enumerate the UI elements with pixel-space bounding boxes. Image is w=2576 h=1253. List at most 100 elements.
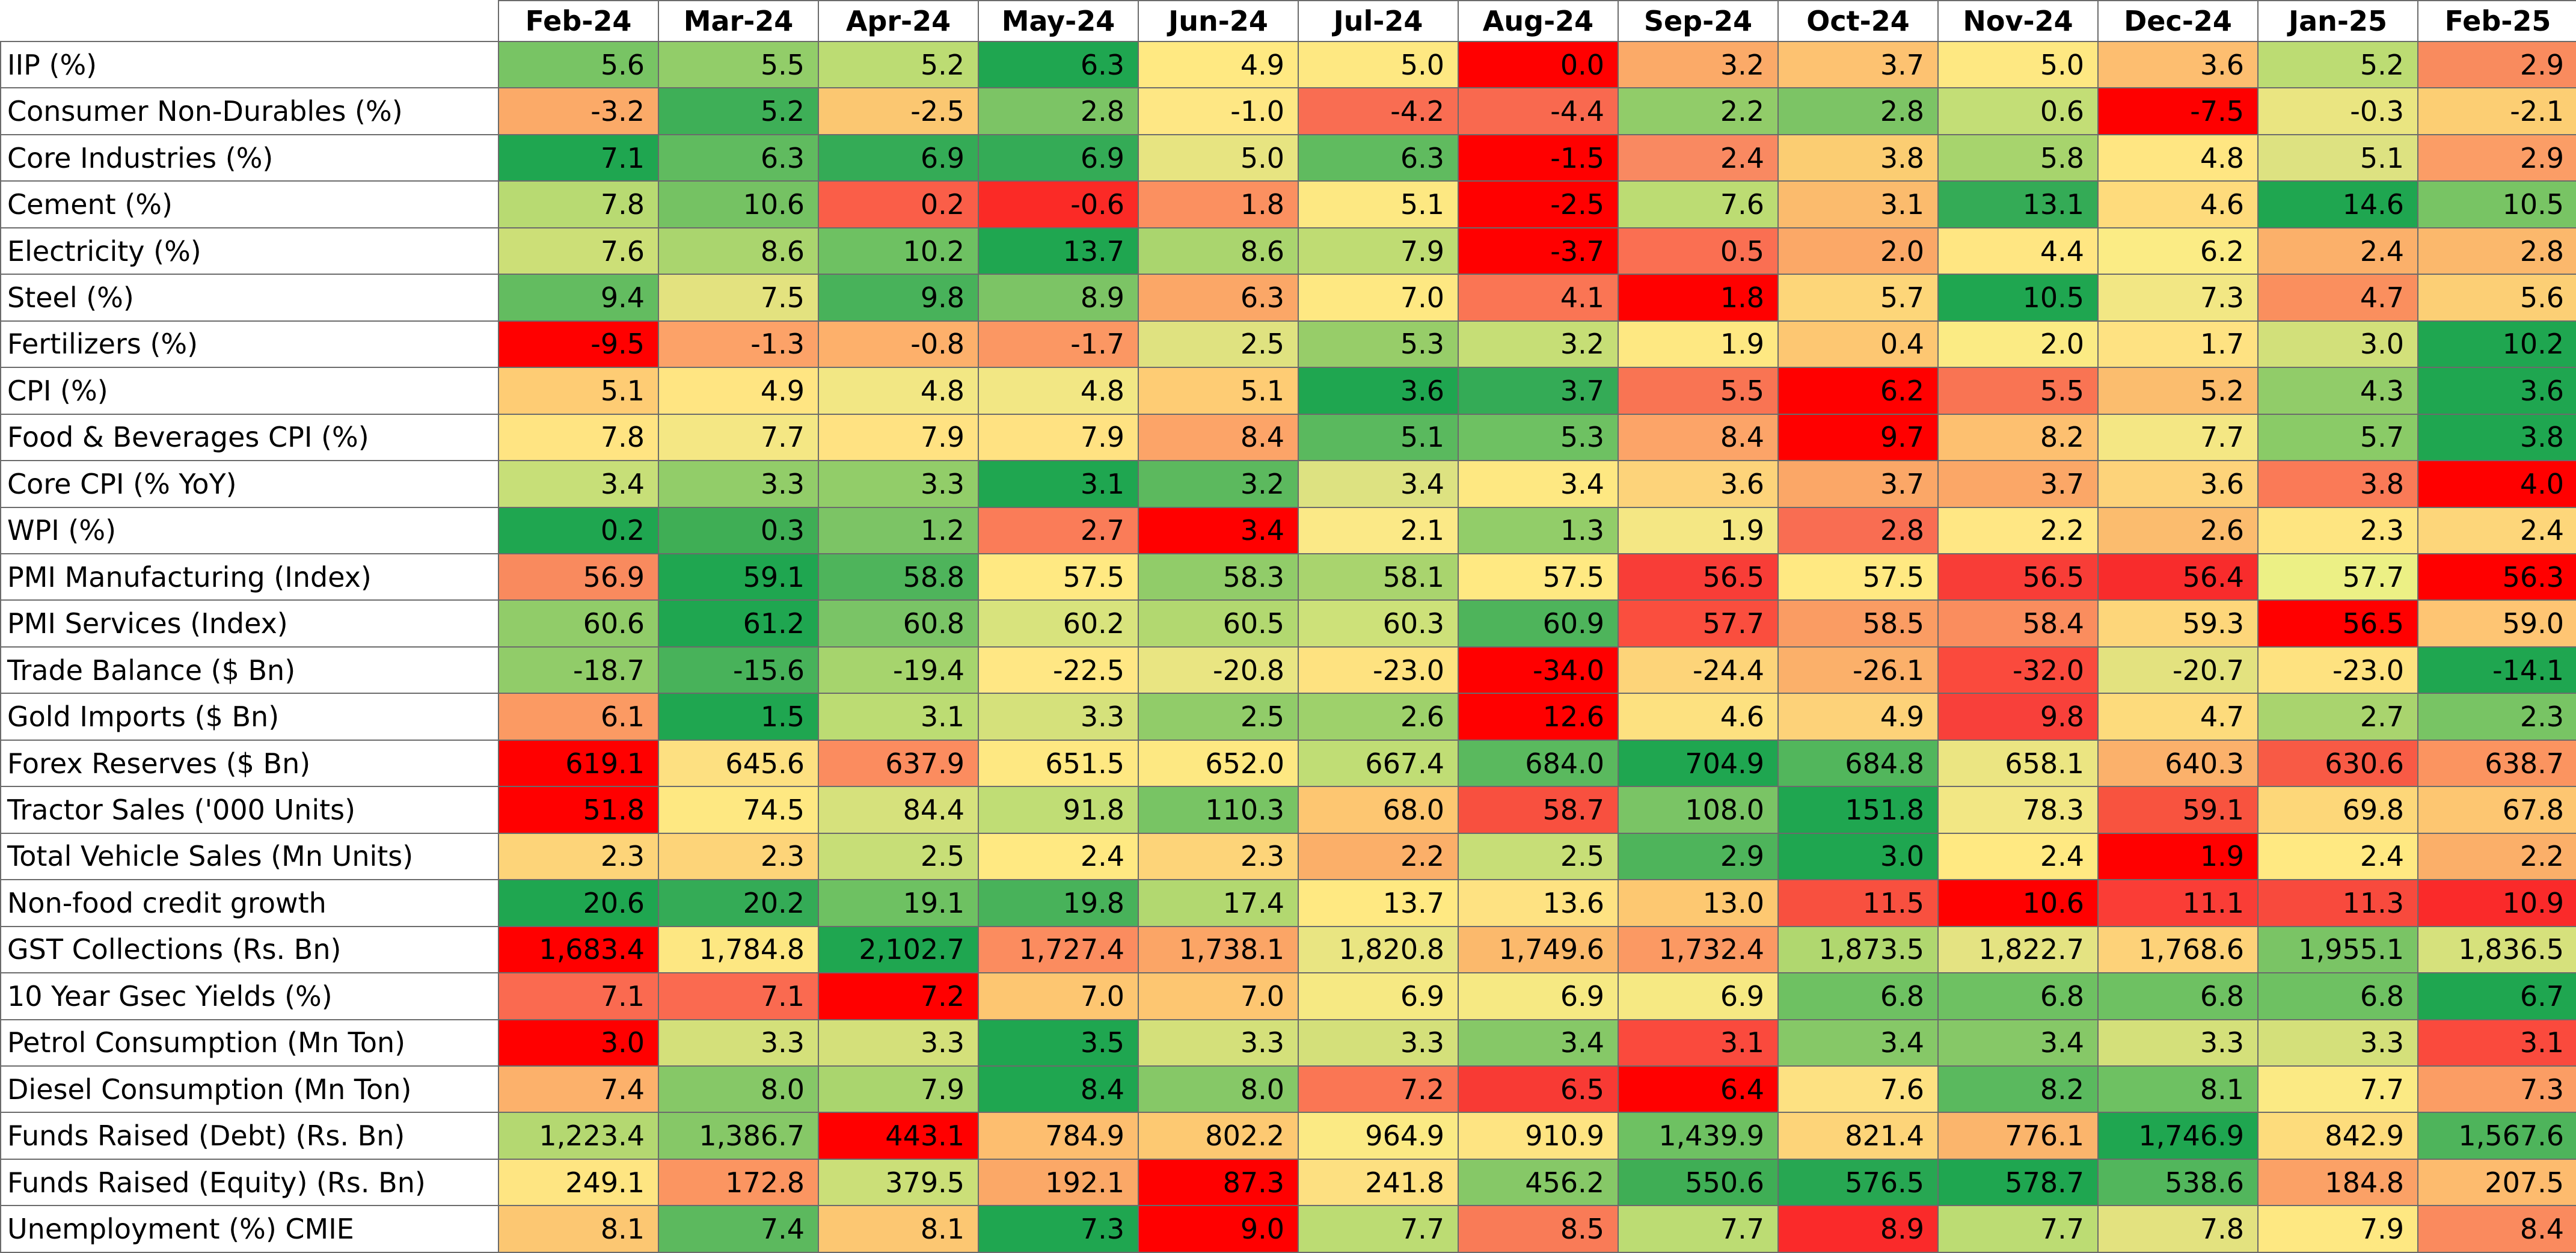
value-cell: 74.5	[658, 786, 819, 834]
value-cell: 6.5	[1458, 1065, 1619, 1114]
value-cell: -1.0	[1138, 87, 1299, 135]
value-cell: 10.5	[1937, 274, 2099, 322]
value-cell: 4.9	[658, 367, 819, 415]
value-cell: 2.4	[978, 832, 1139, 881]
value-cell: 8.2	[1937, 1065, 2099, 1114]
value-cell: 3.8	[2417, 413, 2576, 462]
value-cell: 538.6	[2097, 1158, 2259, 1207]
value-cell: 2.4	[2257, 227, 2418, 275]
indicator-label: PMI Manufacturing (Index)	[0, 553, 499, 601]
value-cell: 0.2	[498, 506, 659, 554]
value-cell: 17.4	[1138, 879, 1299, 927]
value-cell: 61.2	[658, 599, 819, 648]
value-cell: 7.9	[818, 413, 979, 462]
value-cell: 7.9	[818, 1065, 979, 1114]
value-cell: 5.1	[2257, 133, 2418, 182]
value-cell: 7.5	[658, 274, 819, 322]
value-cell: -3.2	[498, 87, 659, 135]
value-cell: 4.9	[1777, 693, 1939, 741]
value-cell: 3.8	[2257, 460, 2418, 508]
value-cell: 2.9	[2417, 40, 2576, 89]
value-cell: 3.1	[1777, 180, 1939, 228]
value-cell: 6.3	[1298, 133, 1459, 182]
value-cell: 241.8	[1298, 1158, 1459, 1207]
value-cell: 5.2	[818, 40, 979, 89]
value-cell: 5.2	[2097, 367, 2259, 415]
value-cell: -32.0	[1937, 646, 2099, 694]
value-cell: 7.1	[658, 972, 819, 1020]
value-cell: 5.6	[2417, 274, 2576, 322]
value-cell: 60.9	[1458, 599, 1619, 648]
value-cell: 3.6	[1298, 367, 1459, 415]
value-cell: 5.6	[498, 40, 659, 89]
value-cell: 60.2	[978, 599, 1139, 648]
value-cell: 0.6	[1937, 87, 2099, 135]
value-cell: -0.3	[2257, 87, 2418, 135]
value-cell: 6.3	[978, 40, 1139, 89]
table-row: Gold Imports ($ Bn) 6.1 1.5 3.1 3.3 2.5 2.6 12.…	[0, 693, 2576, 741]
value-cell: 576.5	[1777, 1158, 1939, 1207]
value-cell: 1,836.5	[2417, 925, 2576, 974]
value-cell: 84.4	[818, 786, 979, 834]
month-header-oct-24: Oct-24	[1777, 0, 1939, 42]
value-cell: 802.2	[1138, 1112, 1299, 1160]
value-cell: 2.9	[2417, 133, 2576, 182]
value-cell: 6.9	[1298, 972, 1459, 1020]
value-cell: 3.3	[2257, 1019, 2418, 1067]
indicator-label: 10 Year Gsec Yields (%)	[0, 972, 499, 1020]
value-cell: 443.1	[818, 1112, 979, 1160]
value-cell: 379.5	[818, 1158, 979, 1207]
value-cell: 7.3	[978, 1205, 1139, 1253]
value-cell: 8.6	[1138, 227, 1299, 275]
value-cell: 56.5	[1937, 553, 2099, 601]
value-cell: -4.2	[1298, 87, 1459, 135]
table-row: Electricity (%) 7.6 8.6 10.2 13.7 8.6 7.9 -3.7 0…	[0, 227, 2576, 275]
value-cell: 704.9	[1618, 739, 1779, 788]
value-cell: 58.7	[1458, 786, 1619, 834]
value-cell: 3.7	[1777, 40, 1939, 89]
value-cell: 3.0	[498, 1019, 659, 1067]
value-cell: 6.4	[1618, 1065, 1779, 1114]
value-cell: 2.7	[978, 506, 1139, 554]
value-cell: 776.1	[1937, 1112, 2099, 1160]
value-cell: 7.6	[1618, 180, 1779, 228]
value-cell: 8.5	[1458, 1205, 1619, 1253]
value-cell: -0.6	[978, 180, 1139, 228]
value-cell: 57.5	[1777, 553, 1939, 601]
value-cell: 3.6	[2417, 367, 2576, 415]
value-cell: -3.7	[1458, 227, 1619, 275]
table-row: PMI Services (Index) 60.6 61.2 60.8 60.2 60.5…	[0, 599, 2576, 648]
value-cell: 7.7	[2097, 413, 2259, 462]
value-cell: 3.6	[1618, 460, 1779, 508]
value-cell: 1,955.1	[2257, 925, 2418, 974]
value-cell: 619.1	[498, 739, 659, 788]
value-cell: 7.3	[2097, 274, 2259, 322]
indicator-label: Forex Reserves ($ Bn)	[0, 739, 499, 788]
value-cell: 2.5	[818, 832, 979, 881]
value-cell: 1,738.1	[1138, 925, 1299, 974]
value-cell: 51.8	[498, 786, 659, 834]
indicator-label: GST Collections (Rs. Bn)	[0, 925, 499, 974]
value-cell: 59.0	[2417, 599, 2576, 648]
value-cell: 60.8	[818, 599, 979, 648]
value-cell: 4.9	[1138, 40, 1299, 89]
value-cell: 5.0	[1298, 40, 1459, 89]
value-cell: 2.9	[1618, 832, 1779, 881]
value-cell: 10.5	[2417, 180, 2576, 228]
value-cell: 56.5	[2257, 599, 2418, 648]
value-cell: 14.6	[2257, 180, 2418, 228]
value-cell: 56.3	[2417, 553, 2576, 601]
value-cell: 58.4	[1937, 599, 2099, 648]
value-cell: 8.4	[1618, 413, 1779, 462]
value-cell: 652.0	[1138, 739, 1299, 788]
value-cell: 5.5	[1618, 367, 1779, 415]
indicator-label: Petrol Consumption (Mn Ton)	[0, 1019, 499, 1067]
indicator-label: Diesel Consumption (Mn Ton)	[0, 1065, 499, 1114]
indicator-label: Electricity (%)	[0, 227, 499, 275]
indicator-label: IIP (%)	[0, 40, 499, 89]
value-cell: 1.8	[1138, 180, 1299, 228]
value-cell: 3.4	[498, 460, 659, 508]
value-cell: 60.6	[498, 599, 659, 648]
value-cell: 8.1	[818, 1205, 979, 1253]
value-cell: 637.9	[818, 739, 979, 788]
